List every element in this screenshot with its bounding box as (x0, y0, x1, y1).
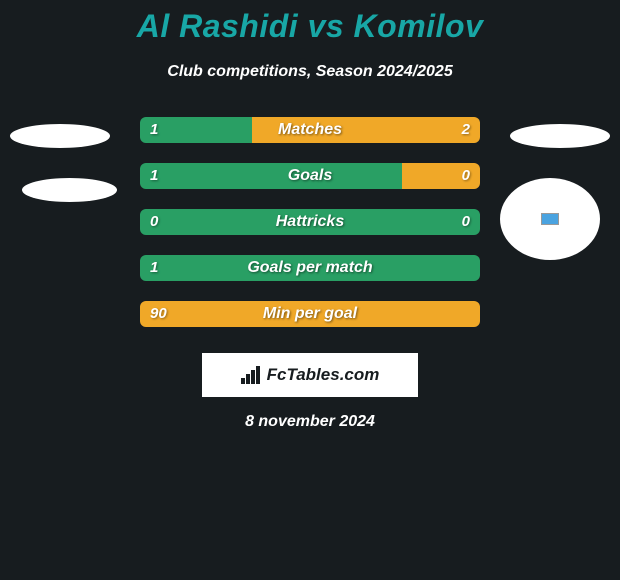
value-player1: 90 (150, 301, 167, 327)
bar-track (140, 255, 480, 281)
date-label: 8 november 2024 (0, 413, 620, 431)
bar-chart-icon (241, 366, 263, 384)
bar-player1 (140, 301, 480, 327)
brand-badge[interactable]: FcTables.com (202, 353, 418, 397)
stat-row: 12Matches (0, 117, 620, 163)
brand-text: FcTables.com (267, 365, 380, 385)
value-player2: 2 (140, 117, 480, 143)
subtitle: Club competitions, Season 2024/2025 (0, 63, 620, 81)
stat-row: 1Goals per match (0, 255, 620, 301)
title-vs: vs (308, 8, 345, 44)
title-player2: Komilov (354, 8, 484, 44)
title-player1: Al Rashidi (137, 8, 298, 44)
stat-row: 90Min per goal (0, 301, 620, 347)
bar-player1 (140, 255, 480, 281)
bar-track (140, 301, 480, 327)
comparison-chart: 12Matches10Goals00Hattricks1Goals per ma… (0, 117, 620, 347)
value-player2: 0 (140, 209, 480, 235)
value-player1: 1 (150, 255, 158, 281)
value-player2: 0 (140, 163, 480, 189)
stat-row: 10Goals (0, 163, 620, 209)
stat-row: 00Hattricks (0, 209, 620, 255)
page-title: Al Rashidi vs Komilov (0, 0, 620, 45)
